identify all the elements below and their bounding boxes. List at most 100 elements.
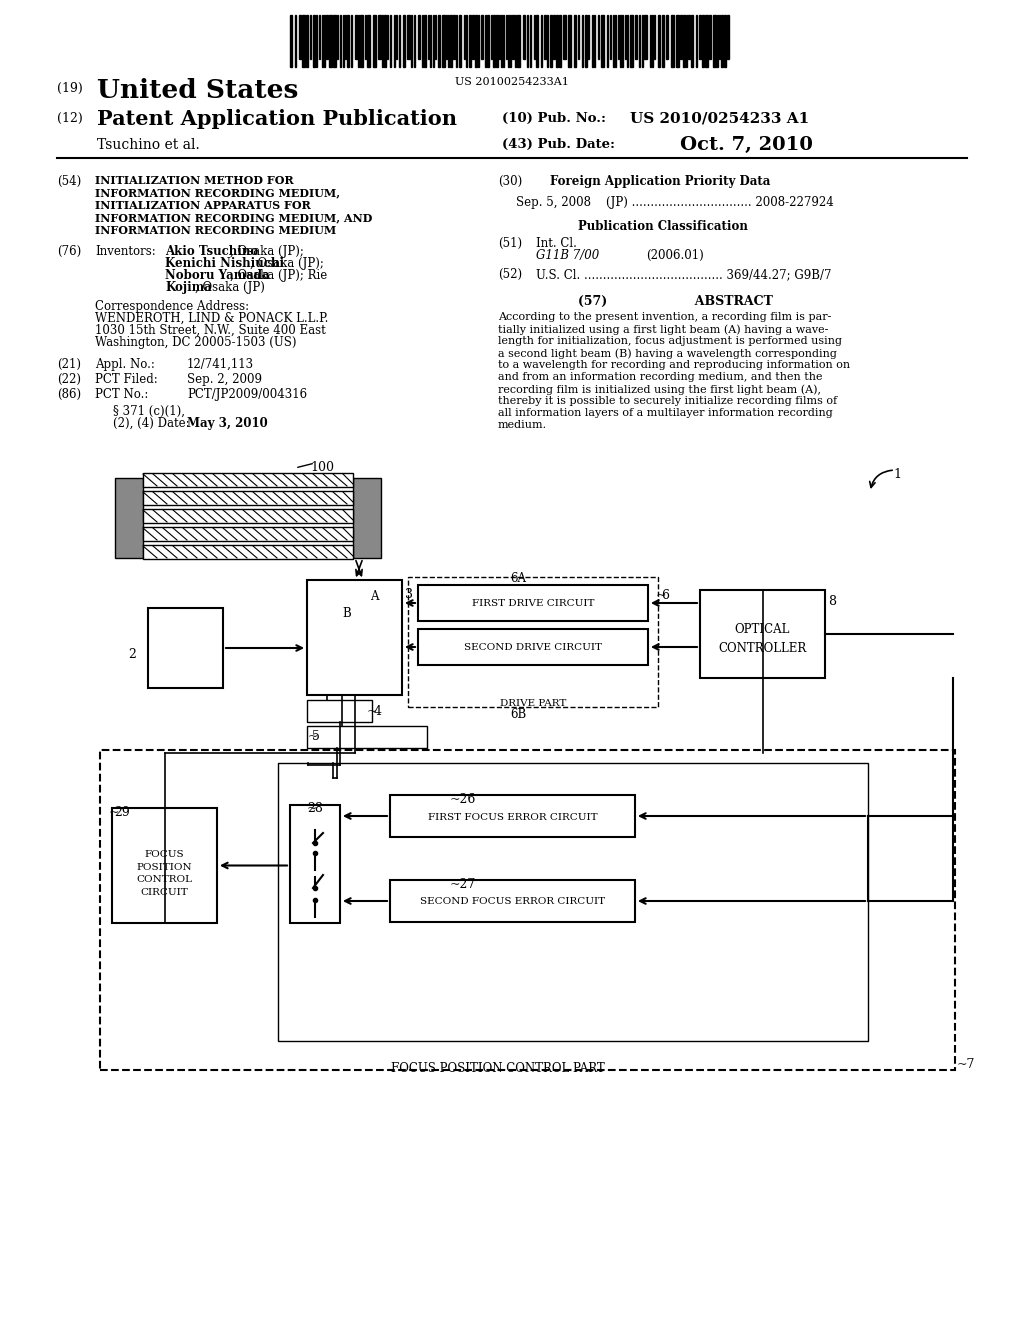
Text: (10) Pub. No.:: (10) Pub. No.: <box>502 112 606 125</box>
Text: tially initialized using a first light beam (A) having a wave-: tially initialized using a first light b… <box>498 323 828 334</box>
Text: SECOND FOCUS ERROR CIRCUIT: SECOND FOCUS ERROR CIRCUIT <box>420 898 605 907</box>
Bar <box>691 15 693 67</box>
Bar <box>700 590 825 678</box>
Text: According to the present invention, a recording film is par-: According to the present invention, a re… <box>498 312 831 322</box>
Text: SECOND DRIVE CIRCUIT: SECOND DRIVE CIRCUIT <box>464 644 602 652</box>
Bar <box>378 15 381 59</box>
Text: ~: ~ <box>109 807 120 818</box>
Text: (52): (52) <box>498 268 522 281</box>
Bar <box>299 15 301 59</box>
Text: FIRST DRIVE CIRCUIT: FIRST DRIVE CIRCUIT <box>472 599 594 609</box>
Bar <box>658 15 660 67</box>
Bar <box>143 545 353 558</box>
Bar <box>559 15 561 67</box>
Bar <box>418 630 648 665</box>
Bar <box>450 15 452 67</box>
Bar <box>347 15 349 67</box>
Text: INITIALIZATION METHOD FOR: INITIALIZATION METHOD FOR <box>95 176 294 186</box>
Text: 6A: 6A <box>510 572 526 585</box>
Text: length for initialization, focus adjustment is performed using: length for initialization, focus adjustm… <box>498 337 842 346</box>
Text: , Osaka (JP): , Osaka (JP) <box>195 281 265 294</box>
Text: Sep. 5, 2008    (JP) ................................ 2008-227924: Sep. 5, 2008 (JP) ......................… <box>516 195 834 209</box>
Text: 5: 5 <box>312 730 319 743</box>
Text: (19): (19) <box>57 82 83 95</box>
Text: INFORMATION RECORDING MEDIUM,: INFORMATION RECORDING MEDIUM, <box>95 187 340 198</box>
Bar <box>418 15 420 59</box>
Bar <box>407 15 410 59</box>
Text: all information layers of a multilayer information recording: all information layers of a multilayer i… <box>498 408 833 418</box>
Bar <box>469 15 471 67</box>
Bar <box>683 15 685 67</box>
Text: (21): (21) <box>57 358 81 371</box>
Bar <box>585 15 587 67</box>
Bar <box>290 805 340 923</box>
Bar <box>635 15 637 59</box>
Bar <box>148 609 223 688</box>
Text: 28: 28 <box>307 803 323 814</box>
Bar <box>713 15 716 67</box>
Text: § 371 (c)(1),: § 371 (c)(1), <box>113 405 185 418</box>
Bar <box>403 15 406 67</box>
Bar <box>302 15 305 67</box>
Text: ~27: ~27 <box>450 878 476 891</box>
Text: U.S. Cl. ..................................... 369/44.27; G9B/7: U.S. Cl. ...............................… <box>536 268 831 281</box>
Bar <box>438 15 440 67</box>
Bar <box>709 15 711 59</box>
Text: , Osaka (JP); Rie: , Osaka (JP); Rie <box>230 269 328 282</box>
Bar <box>512 15 514 59</box>
Text: PCT Filed:: PCT Filed: <box>95 374 158 385</box>
Text: Int. Cl.: Int. Cl. <box>536 238 577 249</box>
Text: ~7: ~7 <box>957 1059 976 1071</box>
Bar <box>307 579 402 696</box>
Bar <box>307 726 427 748</box>
Bar <box>307 700 372 722</box>
Bar <box>384 15 386 67</box>
Text: INITIALIZATION APPARATUS FOR: INITIALIZATION APPARATUS FOR <box>95 201 310 211</box>
Bar <box>459 15 461 67</box>
Bar <box>688 15 690 59</box>
Text: 12/741,113: 12/741,113 <box>187 358 254 371</box>
Bar <box>550 15 552 67</box>
Bar <box>523 15 525 59</box>
Bar <box>727 15 729 59</box>
Text: A: A <box>370 590 379 603</box>
Bar <box>278 763 868 1041</box>
Text: INFORMATION RECORDING MEDIUM: INFORMATION RECORDING MEDIUM <box>95 224 336 236</box>
Text: to a wavelength for recording and reproducing information on: to a wavelength for recording and reprod… <box>498 360 850 370</box>
Bar <box>390 795 635 837</box>
Bar <box>544 15 546 59</box>
Text: DRIVE PART: DRIVE PART <box>500 700 566 708</box>
Text: Appl. No.:: Appl. No.: <box>95 358 155 371</box>
Bar <box>601 15 604 67</box>
Bar <box>556 15 558 67</box>
Bar <box>481 15 483 59</box>
Bar <box>355 15 357 59</box>
Bar <box>390 880 635 921</box>
Bar <box>143 510 353 523</box>
Bar <box>453 15 455 59</box>
Bar <box>699 15 701 59</box>
Text: INFORMATION RECORDING MEDIUM, AND: INFORMATION RECORDING MEDIUM, AND <box>95 213 373 223</box>
Bar <box>313 15 315 67</box>
Bar <box>408 577 658 708</box>
Text: PCT No.:: PCT No.: <box>95 388 148 401</box>
Text: a second light beam (B) having a wavelength corresponding: a second light beam (B) having a wavelen… <box>498 348 837 359</box>
Bar <box>574 15 575 67</box>
Bar <box>702 15 705 67</box>
Bar <box>442 15 445 67</box>
Text: FOCUS POSITION CONTROL PART: FOCUS POSITION CONTROL PART <box>390 1063 604 1074</box>
Bar <box>630 15 633 67</box>
Text: (76): (76) <box>57 246 81 257</box>
Bar <box>644 15 647 59</box>
Text: 4: 4 <box>374 705 382 718</box>
Text: 2: 2 <box>128 648 136 661</box>
Bar <box>705 15 708 67</box>
Bar <box>680 15 682 59</box>
Bar <box>671 15 674 67</box>
Text: (57)                    ABSTRACT: (57) ABSTRACT <box>578 294 773 308</box>
Text: US 20100254233A1: US 20100254233A1 <box>455 77 569 87</box>
Text: G11B 7/00: G11B 7/00 <box>536 249 599 261</box>
Bar <box>290 15 292 67</box>
Bar <box>329 15 332 67</box>
Text: ~: ~ <box>307 803 317 814</box>
